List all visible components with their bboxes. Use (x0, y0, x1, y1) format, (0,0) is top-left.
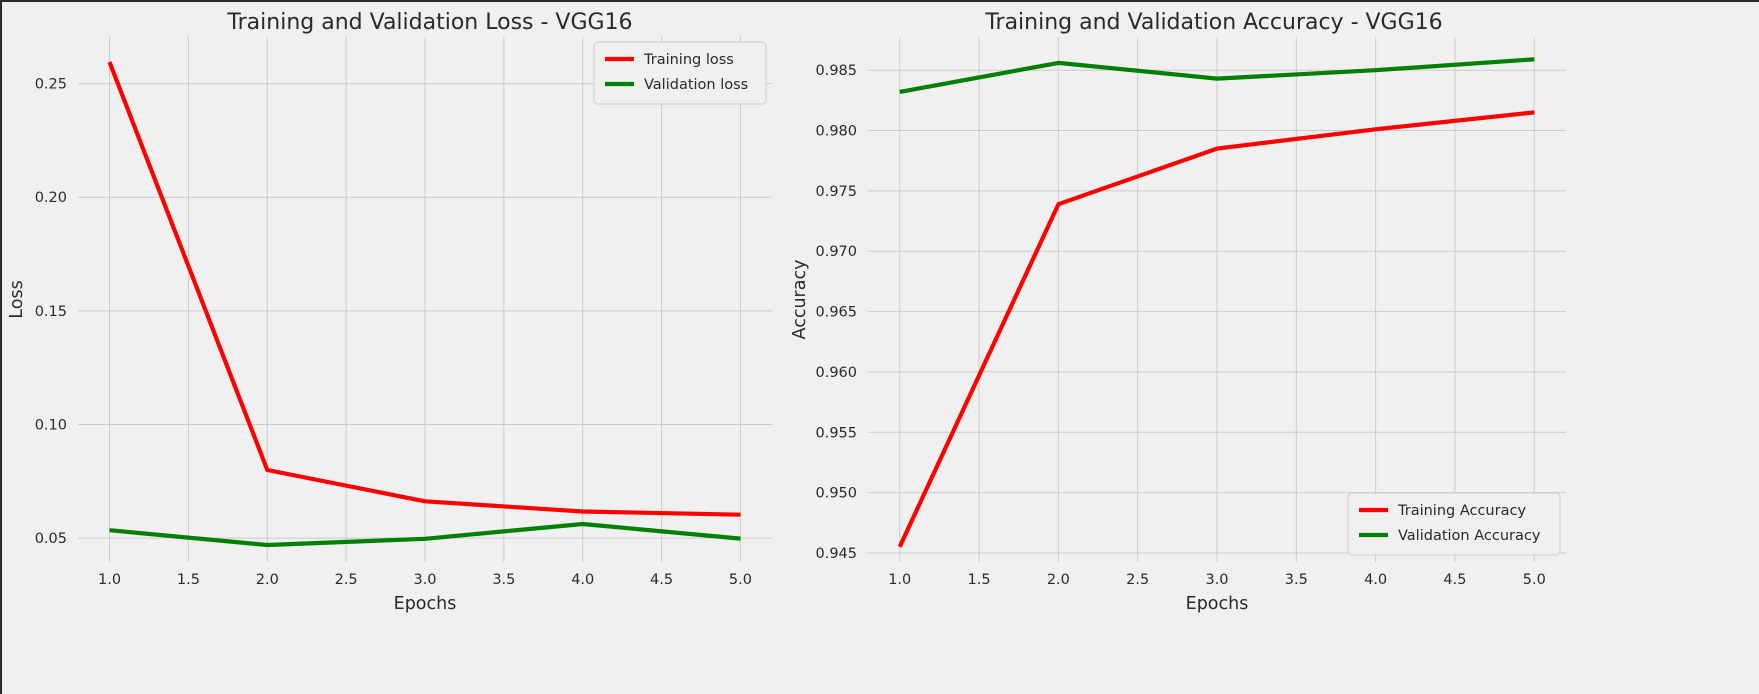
legend-entry: Validation Accuracy (1398, 528, 1541, 544)
y-tick-label: 0.20 (35, 190, 67, 206)
legend-entry: Training loss (643, 52, 734, 68)
y-tick-label: 0.970 (815, 244, 857, 260)
x-tick-label: 2.5 (1126, 572, 1149, 588)
x-tick-label: 3.0 (1205, 572, 1228, 588)
x-tick-label: 4.5 (1443, 572, 1466, 588)
x-axis-label: Epochs (1186, 594, 1249, 614)
y-tick-label: 0.945 (815, 546, 857, 562)
x-tick-label: 3.0 (413, 572, 436, 588)
x-tick-label: 1.5 (968, 572, 991, 588)
y-tick-label: 0.05 (35, 531, 67, 547)
y-tick-label: 0.955 (815, 425, 857, 441)
legend-entry: Training Accuracy (1397, 503, 1526, 519)
x-tick-label: 3.5 (1285, 572, 1308, 588)
legend: Training Accuracy Validation Accuracy (1347, 492, 1561, 556)
x-tick-label: 4.5 (650, 572, 673, 588)
x-tick-label: 4.0 (1364, 572, 1387, 588)
x-tick-label: 5.0 (729, 572, 752, 588)
validation-series-line (109, 521, 741, 548)
x-tick-label: 1.0 (888, 572, 911, 588)
x-tick-label: 2.0 (256, 572, 279, 588)
y-tick-label: 0.25 (35, 77, 67, 93)
y-tick-label: 0.980 (815, 124, 857, 140)
legend-box (1347, 492, 1561, 556)
legend-box (593, 41, 767, 105)
y-tick-label: 0.950 (815, 486, 857, 502)
chart-1: 1.0 1.5 2.0 2.5 3.0 3.5 4.0 4.5 5.0 0.05 0.10 0.15 0… (7, 10, 772, 614)
x-tick-label: 2.0 (1047, 572, 1070, 588)
y-axis-label: Loss (7, 280, 27, 318)
x-tick-label: 1.0 (98, 572, 121, 588)
y-tick-label: 0.960 (815, 365, 857, 381)
y-tick-label: 0.10 (35, 418, 67, 434)
y-axis-label: Accuracy (790, 260, 810, 340)
x-tick-label: 4.0 (571, 572, 594, 588)
y-tick-label: 0.965 (815, 305, 857, 321)
legend: Training loss Validation loss (593, 41, 767, 105)
x-tick-label: 1.5 (177, 572, 200, 588)
validation-series-line (899, 57, 1535, 94)
x-tick-label: 3.5 (492, 572, 515, 588)
chart-title: Training and Validation Accuracy - VGG16 (984, 10, 1442, 35)
training-series-line (897, 110, 1535, 548)
x-tick-label: 5.0 (1523, 572, 1546, 588)
x-tick-label: 2.5 (335, 572, 358, 588)
y-tick-label: 0.985 (815, 63, 857, 79)
frame-top-border (0, 0, 1759, 2)
y-tick-label: 0.975 (815, 184, 857, 200)
training-series-line (107, 61, 741, 517)
frame-left-border (0, 0, 2, 694)
x-axis-label: Epochs (394, 594, 457, 614)
legend-entry: Validation loss (644, 77, 748, 93)
chart-2: 1.0 1.5 2.0 2.5 3.0 3.5 4.0 4.5 5.0 0.945 0.950 0.9… (790, 10, 1566, 614)
chart-title: Training and Validation Loss - VGG16 (226, 10, 632, 35)
y-tick-label: 0.15 (35, 304, 67, 320)
